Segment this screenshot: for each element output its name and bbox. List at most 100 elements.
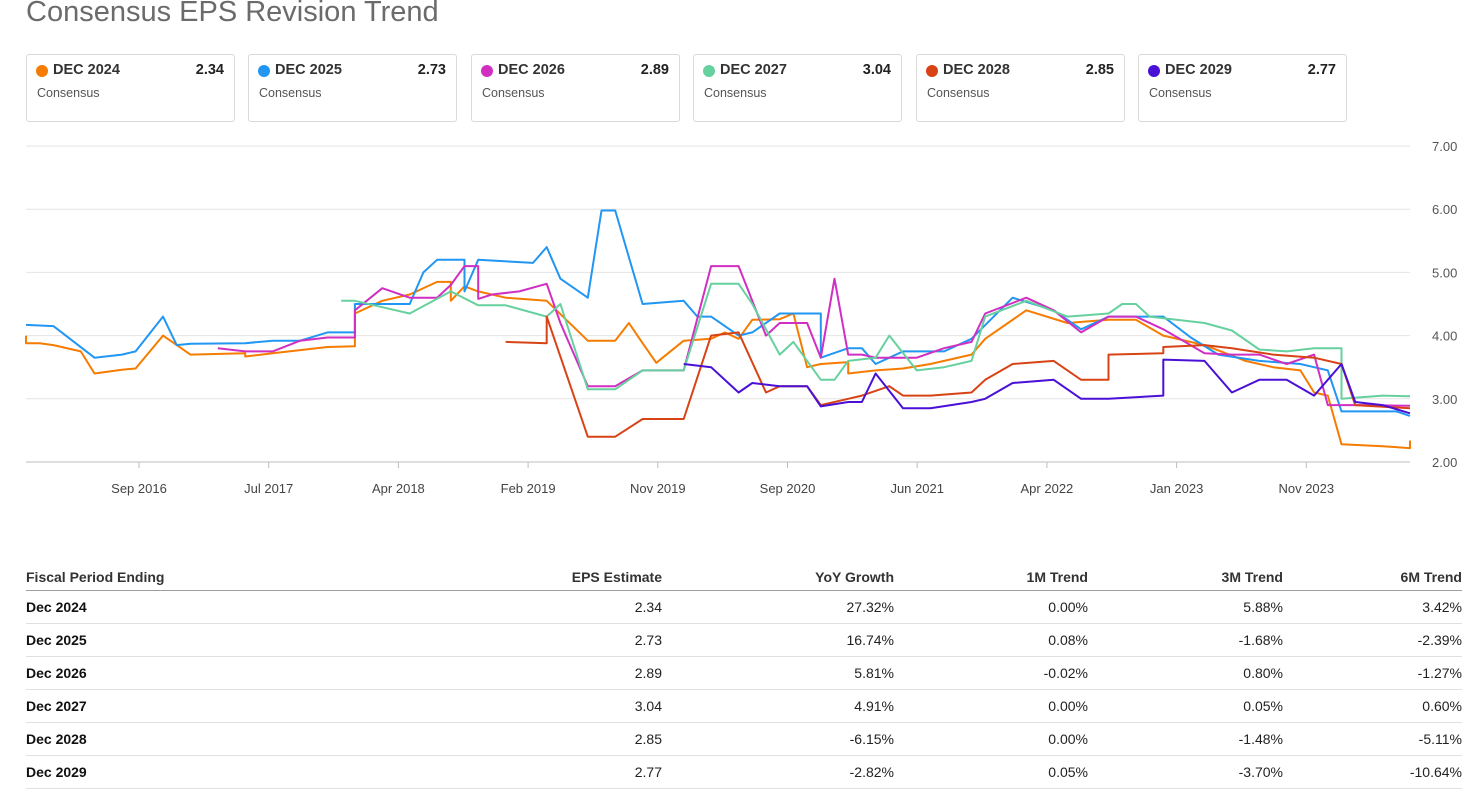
fiscal-period-cell: Dec 2025 — [26, 623, 437, 657]
table-cell: 5.88% — [1088, 590, 1283, 624]
y-tick-label: 7.00 — [1432, 139, 1457, 154]
series-line — [25, 280, 1411, 450]
table-cell: -1.48% — [1088, 722, 1283, 756]
table-row: Dec 2025 2.73 16.74% 0.08% -1.68% -2.39% — [26, 623, 1462, 657]
fiscal-period-cell: Dec 2028 — [26, 722, 437, 756]
x-tick-label: Nov 2023 — [1278, 481, 1334, 496]
series-dot — [703, 65, 715, 77]
legend-series-name: DEC 2028 — [943, 62, 1010, 78]
column-header[interactable]: 1M Trend — [894, 563, 1088, 591]
x-tick-label: Apr 2022 — [1021, 481, 1074, 496]
table-cell: 2.77 — [437, 755, 662, 789]
y-tick-label: 5.00 — [1432, 265, 1457, 280]
legend-series-value: 3.04 — [862, 62, 891, 78]
column-header[interactable]: YoY Growth — [662, 563, 894, 591]
legend-series-value: 2.85 — [1085, 62, 1114, 78]
series-dot — [258, 65, 270, 77]
series-dot — [36, 65, 48, 77]
x-tick-label: Jan 2023 — [1150, 481, 1204, 496]
legend-series-name: DEC 2029 — [1165, 62, 1232, 78]
legend-card[interactable]: DEC 2028 2.85 Consensus — [916, 54, 1125, 122]
x-tick-label: Feb 2019 — [501, 481, 556, 496]
table-cell: 0.05% — [894, 755, 1088, 789]
table-cell: 5.81% — [662, 656, 894, 690]
legend-series-value: 2.89 — [640, 62, 669, 78]
legend-card[interactable]: DEC 2026 2.89 Consensus — [471, 54, 680, 122]
table-cell: 2.34 — [437, 590, 662, 624]
table-cell: 3.04 — [437, 689, 662, 723]
table-cell: 0.00% — [894, 722, 1088, 756]
legend-series-name: DEC 2027 — [720, 62, 787, 78]
column-header[interactable]: 3M Trend — [1088, 563, 1283, 591]
page-title: Consensus EPS Revision Trend — [26, 0, 439, 28]
legend-series-sub: Consensus — [1149, 86, 1212, 100]
series-dot — [481, 65, 493, 77]
table-cell: -2.82% — [662, 755, 894, 789]
table-cell: -6.15% — [662, 722, 894, 756]
legend-series-sub: Consensus — [927, 86, 990, 100]
fiscal-period-cell: Dec 2029 — [26, 755, 437, 789]
x-tick-label: Nov 2019 — [630, 481, 686, 496]
y-tick-label: 2.00 — [1432, 455, 1457, 470]
table-cell: -10.64% — [1283, 755, 1462, 789]
table-cell: -3.70% — [1088, 755, 1283, 789]
legend-series-value: 2.34 — [195, 62, 224, 78]
y-tick-label: 3.00 — [1432, 392, 1457, 407]
column-header[interactable]: 6M Trend — [1283, 563, 1462, 591]
series-line — [217, 265, 1411, 407]
series-dot — [1148, 65, 1160, 77]
fiscal-period-cell: Dec 2027 — [26, 689, 437, 723]
fiscal-period-cell: Dec 2026 — [26, 656, 437, 690]
series-line — [25, 209, 1411, 417]
legend-series-sub: Consensus — [37, 86, 100, 100]
legend-series-name: DEC 2026 — [498, 62, 565, 78]
legend-card[interactable]: DEC 2029 2.77 Consensus — [1138, 54, 1347, 122]
table-row: Dec 2027 3.04 4.91% 0.00% 0.05% 0.60% — [26, 689, 1462, 723]
legend-series-sub: Consensus — [482, 86, 545, 100]
y-tick-label: 6.00 — [1432, 202, 1457, 217]
table-cell: 27.32% — [662, 590, 894, 624]
table-row: Dec 2028 2.85 -6.15% 0.00% -1.48% -5.11% — [26, 722, 1462, 756]
table-cell: -0.02% — [894, 656, 1088, 690]
eps-line-chart: 7.00 6.00 5.00 4.00 3.00 2.00 Sep 2016 Jul 2017… — [25, 139, 1457, 496]
eps-table: Fiscal Period Ending EPS Estimate YoY Gr… — [26, 563, 1462, 789]
table-cell: 4.91% — [662, 689, 894, 723]
legend-series-sub: Consensus — [704, 86, 767, 100]
table-row: Dec 2024 2.34 27.32% 0.00% 5.88% 3.42% — [26, 590, 1462, 624]
series-dot — [926, 65, 938, 77]
table-cell: -1.68% — [1088, 623, 1283, 657]
table-cell: 2.85 — [437, 722, 662, 756]
legend-series-value: 2.77 — [1307, 62, 1336, 78]
legend-series-name: DEC 2024 — [53, 62, 120, 78]
x-tick-label: Jul 2017 — [244, 481, 293, 496]
table-cell: -1.27% — [1283, 656, 1462, 690]
legend-series-sub: Consensus — [259, 86, 322, 100]
table-row: Dec 2029 2.77 -2.82% 0.05% -3.70% -10.64% — [26, 755, 1462, 789]
x-tick-label: Jun 2021 — [890, 481, 944, 496]
table-cell: 0.08% — [894, 623, 1088, 657]
legend-card[interactable]: DEC 2025 2.73 Consensus — [248, 54, 457, 122]
table-cell: 2.89 — [437, 656, 662, 690]
column-header[interactable]: Fiscal Period Ending — [26, 563, 437, 591]
x-tick-label: Apr 2018 — [372, 481, 425, 496]
table-cell: 3.42% — [1283, 590, 1462, 624]
table-cell: -2.39% — [1283, 623, 1462, 657]
table-header-row: Fiscal Period Ending EPS Estimate YoY Gr… — [26, 563, 1462, 591]
series-line — [683, 358, 1411, 415]
legend-card[interactable]: DEC 2024 2.34 Consensus — [26, 54, 235, 122]
table-row: Dec 2026 2.89 5.81% -0.02% 0.80% -1.27% — [26, 656, 1462, 690]
table-cell: 0.80% — [1088, 656, 1283, 690]
x-tick-label: Sep 2016 — [111, 481, 167, 496]
series-line — [341, 282, 1411, 400]
table-cell: 0.60% — [1283, 689, 1462, 723]
legend-series-value: 2.73 — [417, 62, 446, 78]
table-cell: 0.00% — [894, 689, 1088, 723]
table-cell: 2.73 — [437, 623, 662, 657]
legend-series-name: DEC 2025 — [275, 62, 342, 78]
column-header[interactable]: EPS Estimate — [437, 563, 662, 591]
table-cell: 16.74% — [662, 623, 894, 657]
fiscal-period-cell: Dec 2024 — [26, 590, 437, 624]
x-tick-label: Sep 2020 — [760, 481, 816, 496]
legend-card[interactable]: DEC 2027 3.04 Consensus — [693, 54, 902, 122]
table-cell: 0.00% — [894, 590, 1088, 624]
